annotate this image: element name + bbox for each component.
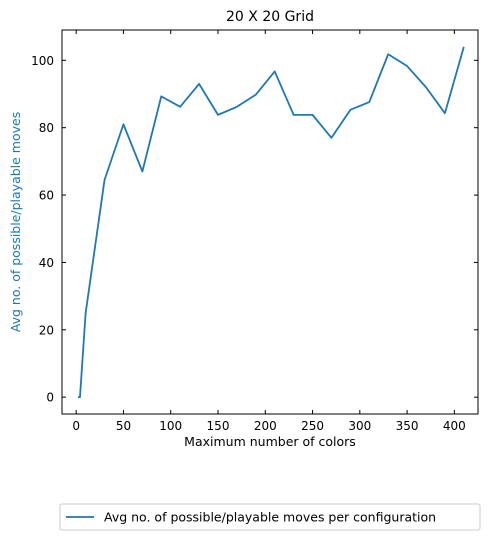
- y-axis-label: Avg no. of possible/playable moves: [8, 112, 23, 332]
- y-tick-label: 0: [46, 391, 54, 405]
- y-tick-label: 100: [31, 54, 54, 68]
- x-tick-label: 50: [116, 419, 131, 433]
- legend-frame: [59, 503, 481, 531]
- x-tick-label: 0: [72, 419, 80, 433]
- legend: Avg no. of possible/playable moves per c…: [59, 503, 481, 531]
- x-tick-label: 200: [254, 419, 277, 433]
- series-line: [78, 46, 465, 399]
- x-tick-label: 150: [207, 419, 230, 433]
- plot-area: [61, 29, 479, 415]
- x-tick-label: 350: [396, 419, 419, 433]
- y-tick-label: 40: [39, 256, 54, 270]
- x-tick-label: 300: [348, 419, 371, 433]
- x-axis-label: Maximum number of colors: [184, 434, 356, 449]
- x-tick-label: 100: [159, 419, 182, 433]
- y-tick-label: 20: [39, 323, 54, 337]
- axis-ticks: 0 50 100 150 200 250 300 350 400 0 20 40 60 80 100: [31, 30, 478, 433]
- legend-label: Avg no. of possible/playable moves per c…: [104, 510, 436, 525]
- chart-title: 20 X 20 Grid: [226, 9, 314, 25]
- y-tick-label: 60: [39, 189, 54, 203]
- x-tick-label: 400: [443, 419, 466, 433]
- y-tick-label: 80: [39, 121, 54, 135]
- x-tick-label: 250: [301, 419, 324, 433]
